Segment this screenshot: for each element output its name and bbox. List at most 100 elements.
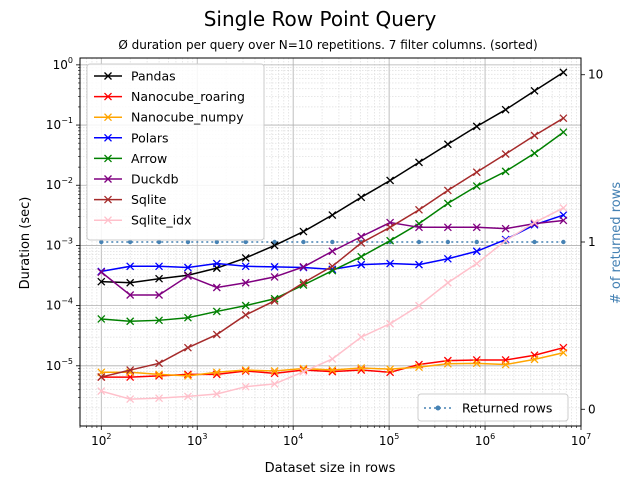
series-sqlite xyxy=(97,114,568,382)
data-point xyxy=(299,262,308,271)
data-point xyxy=(97,268,106,277)
legend-entry: Polars xyxy=(94,130,169,145)
legend-label: Duckdb xyxy=(131,172,179,187)
legend-marker xyxy=(104,195,112,204)
series-nanocube_numpy xyxy=(97,348,568,380)
data-point xyxy=(155,359,164,368)
marker-stroke xyxy=(386,319,395,328)
data-point xyxy=(386,365,395,374)
marker-stroke xyxy=(97,373,106,382)
y-tick-label: 10−1 xyxy=(46,116,73,132)
data-point xyxy=(472,122,481,131)
data-point xyxy=(241,382,250,391)
series-sqlite_idx xyxy=(97,203,568,404)
data-point xyxy=(386,259,395,268)
y2-axis-label: # of returned rows xyxy=(609,182,624,304)
legend-label: Polars xyxy=(131,130,169,145)
marker-stroke xyxy=(501,236,510,245)
legend-marker xyxy=(104,133,112,142)
legend: Pandas Nanocube_roaring Nanocube_numpy Pola… xyxy=(86,63,265,241)
data-point xyxy=(183,313,192,322)
marker-stroke xyxy=(241,301,250,310)
marker-stroke xyxy=(357,260,366,269)
marker-stroke xyxy=(183,343,192,352)
data-point xyxy=(443,254,452,263)
legend-marker xyxy=(104,72,112,80)
marker-stroke xyxy=(415,205,423,214)
data-point xyxy=(415,219,423,228)
marker-stroke xyxy=(443,356,452,365)
data-point xyxy=(241,367,250,375)
marker-stroke xyxy=(328,262,337,271)
data-point xyxy=(530,218,539,227)
marker-stroke xyxy=(270,379,279,388)
data-point xyxy=(415,260,423,269)
marker-stroke xyxy=(241,253,250,262)
data-point xyxy=(472,359,481,368)
marker-stroke xyxy=(241,278,250,287)
marker-stroke xyxy=(183,263,192,272)
marker-stroke xyxy=(328,247,337,256)
returned-rows-point xyxy=(330,239,335,245)
marker-stroke xyxy=(472,122,481,131)
data-point xyxy=(472,223,481,232)
data-point xyxy=(97,387,106,396)
data-point xyxy=(357,238,366,247)
data-point xyxy=(443,359,452,368)
y-tick-label: 10−2 xyxy=(46,176,73,192)
data-point xyxy=(501,167,510,176)
marker-stroke xyxy=(386,236,395,245)
marker-stroke xyxy=(472,168,481,177)
marker-stroke xyxy=(97,387,106,396)
marker-stroke xyxy=(559,114,568,123)
data-point xyxy=(241,278,250,287)
marker-stroke xyxy=(183,370,192,379)
data-point xyxy=(126,317,135,326)
legend-entry: Sqlite xyxy=(94,192,167,207)
data-point xyxy=(183,371,192,380)
marker-stroke xyxy=(443,359,452,368)
y-tick-label: 10−4 xyxy=(46,297,73,313)
data-point xyxy=(155,274,164,283)
marker-stroke xyxy=(299,364,308,373)
data-point xyxy=(299,367,308,376)
marker-stroke xyxy=(299,227,308,236)
returned-rows-point xyxy=(272,239,277,245)
y-tick-label: 10−3 xyxy=(46,236,73,252)
marker-stroke xyxy=(443,186,452,195)
data-point xyxy=(501,236,510,245)
x-tick-label: 103 xyxy=(187,432,207,448)
data-point xyxy=(559,348,568,357)
chart-title: Single Row Point Query xyxy=(204,7,437,31)
data-point xyxy=(183,392,192,401)
data-point xyxy=(97,277,106,286)
data-point xyxy=(501,105,510,114)
data-point xyxy=(270,262,279,271)
marker-stroke xyxy=(530,218,539,227)
marker-stroke xyxy=(97,277,106,286)
returned-rows-point xyxy=(156,239,162,245)
data-point xyxy=(97,315,106,323)
data-point xyxy=(472,247,481,256)
data-point xyxy=(270,367,279,375)
marker-stroke xyxy=(328,211,337,219)
legend-marker xyxy=(104,92,112,101)
marker-stroke xyxy=(212,390,221,398)
marker-stroke xyxy=(299,281,308,289)
marker-stroke xyxy=(530,149,539,158)
marker-stroke xyxy=(559,216,568,225)
marker-stroke xyxy=(415,223,423,232)
marker-stroke xyxy=(241,310,250,319)
marker-stroke xyxy=(299,278,308,287)
legend-marker xyxy=(104,175,112,183)
data-point xyxy=(212,368,221,377)
marker-stroke xyxy=(501,105,510,114)
legend-entry: Pandas xyxy=(94,69,176,84)
data-point xyxy=(530,131,539,140)
y-axis-ticks: 10−5 10−4 10−3 10−2 10−1 100 xyxy=(46,56,80,409)
x-tick-label: 107 xyxy=(571,432,591,448)
marker-stroke xyxy=(501,167,510,176)
marker-stroke xyxy=(212,330,221,339)
marker-stroke xyxy=(97,315,106,323)
